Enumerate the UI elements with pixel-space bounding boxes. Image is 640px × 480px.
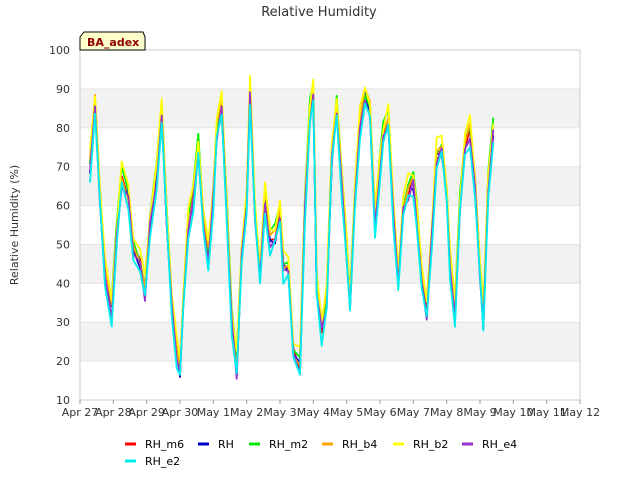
grid-band (80, 244, 580, 284)
station-label: BA_adex (87, 36, 139, 49)
legend-label: RH (218, 438, 234, 451)
x-tick-label: May 9 (463, 406, 496, 419)
legend-label: RH_m6 (145, 438, 184, 451)
x-tick-label: May 8 (430, 406, 463, 419)
x-tick-label: May 6 (363, 406, 396, 419)
y-axis-ticks: 10 20 30 40 50 60 70 80 90 100 (49, 44, 70, 407)
y-tick-label: 70 (56, 161, 70, 174)
y-tick-label: 10 (56, 394, 70, 407)
legend-label: RH_m2 (269, 438, 308, 451)
y-tick-label: 20 (56, 355, 70, 368)
station-badge: BA_adex (79, 31, 146, 51)
y-tick-label: 100 (49, 44, 70, 57)
x-tick-label: May 7 (397, 406, 430, 419)
x-tick-label: May 12 (560, 406, 600, 419)
x-tick-label: May 1 (197, 406, 230, 419)
y-tick-label: 90 (56, 83, 70, 96)
y-tick-label: 50 (56, 238, 70, 251)
y-tick-label: 80 (56, 122, 70, 135)
y-axis-label: Relative Humidity (%) (8, 165, 21, 285)
legend-label: RH_b4 (342, 438, 377, 451)
legend-label: RH_e4 (482, 438, 517, 451)
x-tick-label: May 5 (330, 406, 363, 419)
grid-band (80, 283, 580, 323)
y-tick-label: 40 (56, 277, 70, 290)
x-tick-label: Apr 27 (62, 406, 99, 419)
x-tick-label: Apr 30 (162, 406, 199, 419)
grid-band (80, 127, 580, 167)
plot-frame (79, 49, 581, 401)
x-tick-label: May 2 (230, 406, 263, 419)
legend-label: RH_e2 (145, 455, 180, 468)
grid-band (80, 322, 580, 362)
x-tick-label: May 3 (263, 406, 296, 419)
x-tick-label: May 11 (527, 406, 567, 419)
grid-band (80, 361, 580, 400)
grid-band (80, 50, 580, 89)
y-tick-label: 60 (56, 200, 70, 213)
legend: RH_m6 RH RH_m2 RH_b4 RH_b2 RH_e4 RH_e2 (125, 438, 517, 468)
x-tick-label: Apr 29 (128, 406, 165, 419)
x-tick-label: May 10 (493, 406, 533, 419)
series-line-rh-e2 (89, 99, 495, 376)
series-layer (89, 74, 495, 380)
y-tick-label: 30 (56, 316, 70, 329)
x-tick-label: May 4 (297, 406, 330, 419)
grid-band (80, 88, 580, 128)
legend-label: RH_b2 (413, 438, 448, 451)
x-tick-label: Apr 28 (95, 406, 132, 419)
chart-title: Relative Humidity (261, 5, 377, 20)
